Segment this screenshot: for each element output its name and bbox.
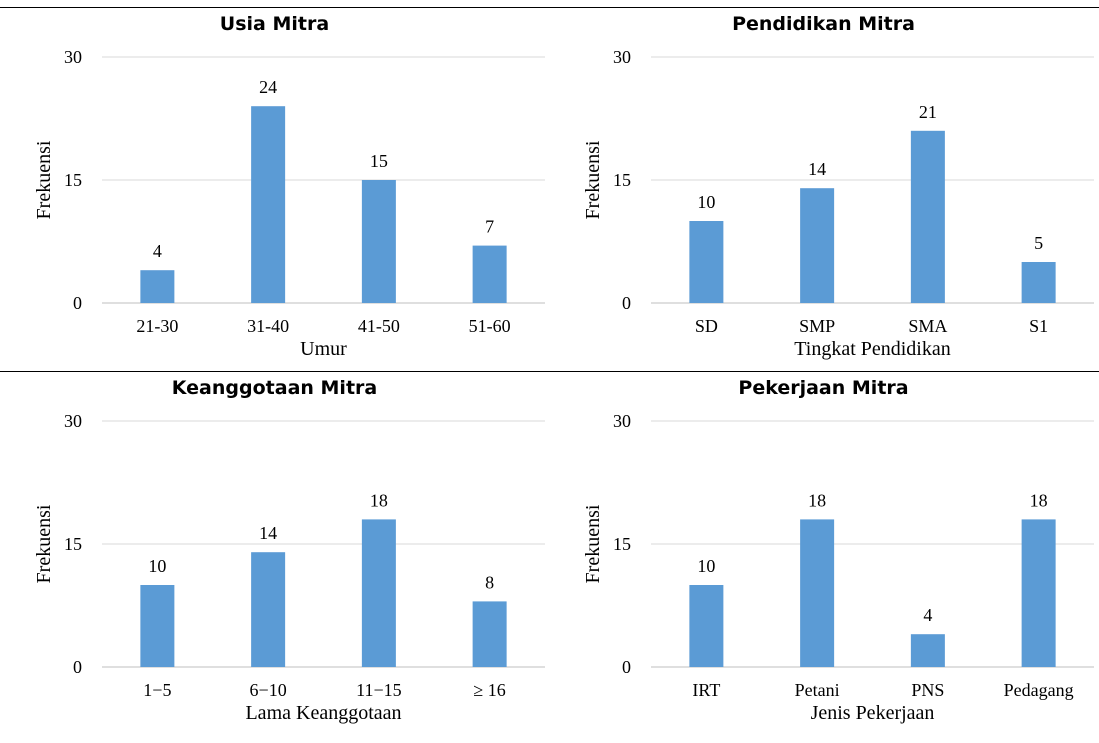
y-axis-title: Frekuensi xyxy=(582,504,604,583)
chart-panel-pendidikan: Pendidikan Mitra 0 15 30 10 SD 14 SMP 21 SMA 5 S1 Ti… xyxy=(549,8,1098,379)
x-axis-title: Tingkat Pendidikan xyxy=(794,338,951,360)
category-label: SMP xyxy=(799,316,835,336)
data-label: 10 xyxy=(697,192,715,212)
bar xyxy=(361,180,396,303)
category-label: 21-30 xyxy=(136,316,178,336)
data-label: 10 xyxy=(148,556,166,576)
bar xyxy=(800,188,835,303)
data-label: 15 xyxy=(370,151,388,171)
category-label: 31-40 xyxy=(247,316,289,336)
bar xyxy=(140,585,175,667)
y-tick-label: 30 xyxy=(64,47,82,67)
bar xyxy=(689,221,724,303)
category-label: S1 xyxy=(1029,316,1048,336)
bar xyxy=(472,245,507,303)
y-tick-label: 0 xyxy=(622,657,631,677)
bar-chart-svg: Pendidikan Mitra 0 15 30 10 SD 14 SMP 21 SMA 5 S1 Ti… xyxy=(582,13,1094,360)
bar xyxy=(251,106,286,303)
y-axis-title: Frekuensi xyxy=(33,140,55,219)
y-tick-label: 15 xyxy=(64,534,82,554)
y-axis-title: Frekuensi xyxy=(33,504,55,583)
category-label: Pedagang xyxy=(1004,680,1074,700)
data-label: 18 xyxy=(808,490,826,510)
y-tick-label: 0 xyxy=(622,293,631,313)
chart-title: Keanggotaan Mitra xyxy=(172,377,377,399)
chart-panel-usia: Usia Mitra 0 15 30 4 21-30 24 31-40 15 41-50 7 51-6… xyxy=(0,8,549,379)
chart-panel-keanggotaan: Keanggotaan Mitra 0 15 30 10 1−5 14 6−10 18 11−15… xyxy=(0,372,549,743)
data-label: 4 xyxy=(923,605,932,625)
y-tick-label: 30 xyxy=(613,47,631,67)
y-tick-label: 15 xyxy=(64,170,82,190)
chart-title: Usia Mitra xyxy=(220,13,329,35)
x-axis-title: Jenis Pekerjaan xyxy=(811,702,935,724)
category-label: 41-50 xyxy=(358,316,400,336)
data-label: 8 xyxy=(485,572,494,592)
x-axis-title: Umur xyxy=(300,338,347,360)
category-label: 1−5 xyxy=(143,680,171,700)
bar xyxy=(251,552,286,667)
data-label: 24 xyxy=(259,77,277,97)
y-tick-label: 0 xyxy=(73,293,82,313)
chart-title: Pekerjaan Mitra xyxy=(738,377,908,399)
data-label: 14 xyxy=(808,159,826,179)
bar-chart-svg: Usia Mitra 0 15 30 4 21-30 24 31-40 15 41-50 7 51-6… xyxy=(33,13,545,360)
chart-title: Pendidikan Mitra xyxy=(732,13,915,35)
category-label: PNS xyxy=(911,680,944,700)
y-tick-label: 30 xyxy=(64,411,82,431)
bar xyxy=(910,634,945,667)
middle-divider xyxy=(0,371,1099,372)
data-label: 14 xyxy=(259,523,277,543)
bar xyxy=(689,585,724,667)
bar xyxy=(361,519,396,667)
top-divider xyxy=(0,7,1099,8)
bar-chart-svg: Keanggotaan Mitra 0 15 30 10 1−5 14 6−10 18 11−15… xyxy=(33,377,545,724)
category-label: Petani xyxy=(795,680,840,700)
y-axis-title: Frekuensi xyxy=(582,140,604,219)
category-label: SMA xyxy=(908,316,947,336)
data-label: 18 xyxy=(1030,490,1048,510)
y-tick-label: 0 xyxy=(73,657,82,677)
y-tick-label: 30 xyxy=(613,411,631,431)
chart-panel-pekerjaan: Pekerjaan Mitra 0 15 30 10 IRT 18 Petani 4 PNS 18 P… xyxy=(549,372,1098,743)
category-label: 51-60 xyxy=(469,316,511,336)
category-label: SD xyxy=(695,316,718,336)
category-label: ≥ 16 xyxy=(473,680,505,700)
y-tick-label: 15 xyxy=(613,170,631,190)
bar-chart-svg: Pekerjaan Mitra 0 15 30 10 IRT 18 Petani 4 PNS 18 P… xyxy=(582,377,1094,724)
bar xyxy=(910,130,945,303)
category-label: IRT xyxy=(692,680,720,700)
bar xyxy=(472,601,507,667)
bar xyxy=(140,270,175,303)
bar xyxy=(1021,519,1056,667)
category-label: 11−15 xyxy=(356,680,401,700)
category-label: 6−10 xyxy=(250,680,287,700)
data-label: 18 xyxy=(370,490,388,510)
y-tick-label: 15 xyxy=(613,534,631,554)
bar xyxy=(1021,262,1056,303)
data-label: 21 xyxy=(919,102,937,122)
data-label: 4 xyxy=(153,241,162,261)
data-label: 5 xyxy=(1034,233,1043,253)
x-axis-title: Lama Keanggotaan xyxy=(245,702,401,724)
bar xyxy=(800,519,835,667)
data-label: 7 xyxy=(485,217,494,237)
data-label: 10 xyxy=(697,556,715,576)
